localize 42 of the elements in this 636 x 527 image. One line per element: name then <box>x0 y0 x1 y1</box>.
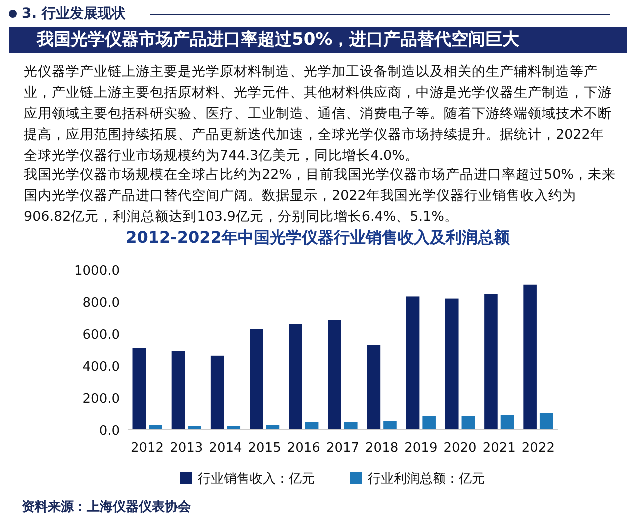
source: 资料来源：上海仪器仪表协会 <box>22 499 191 516</box>
x-tick-label: 2018 <box>366 441 399 456</box>
legend-label: 行业利润总额：亿元 <box>368 472 485 487</box>
x-tick-label: 2021 <box>482 441 516 456</box>
x-tick-label: 2019 <box>404 441 438 456</box>
bar <box>384 421 397 430</box>
x-tick-label: 2012 <box>131 441 164 456</box>
y-tick-label: 200.0 <box>82 392 120 407</box>
bar <box>484 294 498 430</box>
x-tick-label: 2022 <box>522 441 555 456</box>
y-tick-label: 400.0 <box>82 360 120 375</box>
bar <box>406 296 420 430</box>
bar <box>132 348 146 430</box>
y-tick-label: 600.0 <box>82 328 120 343</box>
bar <box>250 329 264 430</box>
paragraph: 我国光学仪器市场规模在全球占比约为22%，目前我国光学仪器市场产品进口率超过50%，未来国内光学仪器产品进口替代空间广阔。数据显示，2022年我国光学仪器行业销售收入约为906.82亿元，利润总额达到103.9亿元，分别同比增长6.4%、5.1%。 <box>24 166 616 227</box>
x-tick-label: 2017 <box>326 441 360 456</box>
paragraph: 光仪器学产业链上游主要是光学原材料制造、光学加工设备制造以及相关的生产辅料制造等产业，产业链上游主要包括原材料、光学元件、其他材料供应商，中游是光学仪器生产制造，下游应用领域主要包括科研实验、医疗、工业制造、通信、消费电子等。随着下游终端领域技术不断提高，应用范围持续拓展、产品更新迭代加速，全球光学仪器市场持续提升。据统计，2022年全球光学仪器行业市场规模约为744.3亿美元，同比增长4.0%。 <box>24 63 613 166</box>
subtitle: 2012-2022年中国光学仪器行业销售收入及利润总额 <box>125 228 511 249</box>
bar <box>328 320 342 430</box>
bar <box>524 284 537 430</box>
bar <box>445 298 459 430</box>
bar <box>540 413 554 430</box>
section: 3. 行业发展现状 <box>22 5 126 23</box>
bar <box>422 416 436 430</box>
bar <box>289 324 302 430</box>
y-tick-label: 800.0 <box>82 296 120 311</box>
x-tick-label: 2014 <box>209 441 242 456</box>
bar <box>344 422 358 430</box>
title: 我国光学仪器市场产品进口率超过50%，进口产品替代空间巨大 <box>9 27 627 53</box>
legend-label: 行业销售收入：亿元 <box>198 472 315 487</box>
y-tick-label: 0.0 <box>99 424 120 439</box>
bar <box>172 351 186 430</box>
bar <box>367 345 381 430</box>
x-tick-label: 2020 <box>444 441 477 456</box>
bar <box>462 416 476 430</box>
x-tick-label: 2013 <box>170 441 204 456</box>
bar <box>500 415 514 430</box>
x-tick-label: 2015 <box>248 441 282 456</box>
bar <box>210 356 224 430</box>
y-tick-label: 1000.0 <box>74 264 120 279</box>
x-tick-label: 2016 <box>287 441 320 456</box>
